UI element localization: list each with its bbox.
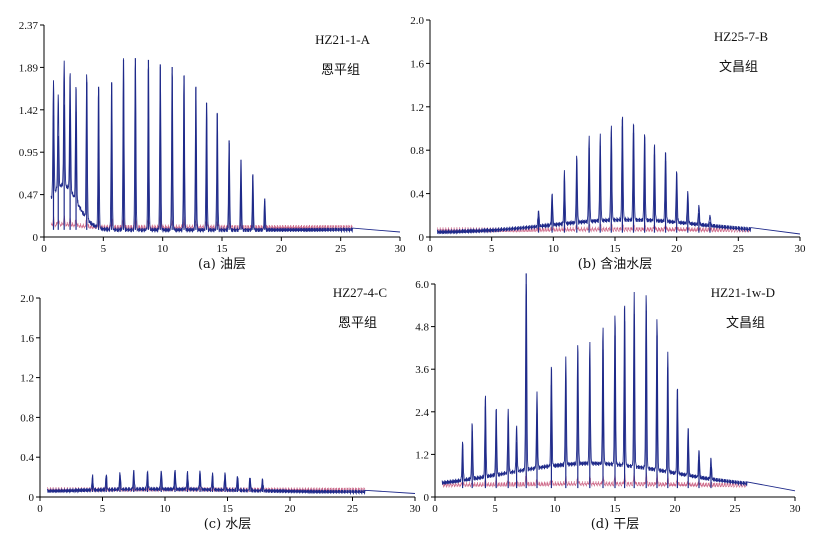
y-tick-label: 4.8 (415, 322, 429, 334)
y-tick-label: 0 (419, 232, 425, 244)
panel-caption: (d) 干层 (591, 517, 640, 532)
y-tick-label: 3.6 (415, 364, 429, 376)
x-tick-label: 0 (427, 243, 433, 255)
sample-id-label: HZ25-7-B (714, 29, 768, 44)
x-tick-label: 0 (432, 503, 438, 515)
x-tick-label: 25 (730, 503, 742, 515)
chromatogram-trace (47, 469, 416, 496)
x-tick-label: 0 (41, 243, 47, 255)
x-tick-label: 5 (492, 503, 498, 515)
y-tick-label: 0.8 (20, 412, 34, 424)
panel-caption: (a) 油层 (198, 257, 246, 272)
x-tick-label: 15 (222, 503, 234, 515)
x-tick-label: 30 (790, 503, 802, 515)
x-tick-label: 25 (347, 503, 359, 515)
y-tick-label: 2.0 (20, 293, 34, 305)
chromatogram-trace (50, 58, 401, 234)
y-tick-label: 0.8 (410, 145, 424, 157)
x-tick-label: 5 (100, 503, 106, 515)
y-tick-label: 0.4 (20, 452, 34, 464)
sample-id-label: HZ27-4-C (333, 285, 387, 300)
y-tick-label: 1.42 (19, 105, 38, 117)
y-tick-label: 2.4 (415, 407, 429, 419)
x-tick-label: 25 (335, 243, 347, 255)
formation-label: 文昌组 (726, 315, 765, 330)
x-tick-label: 20 (670, 503, 682, 515)
y-tick-label: 1.2 (410, 102, 424, 114)
y-tick-label: 0 (33, 232, 39, 244)
sample-id-label: HZ21-1-A (315, 32, 370, 47)
panel-caption: (b) 含油水层 (578, 256, 653, 272)
y-tick-label: 1.6 (20, 333, 34, 345)
x-tick-label: 15 (610, 243, 622, 255)
chromatogram-trace (441, 283, 796, 492)
y-tick-label: 1.6 (410, 58, 424, 70)
reference-trace (441, 469, 748, 489)
y-tick-label: 2.0 (410, 15, 424, 27)
y-tick-label: 0.47 (19, 190, 39, 202)
x-tick-label: 10 (157, 243, 169, 255)
y-tick-label: 1.2 (20, 373, 34, 385)
x-tick-label: 15 (217, 243, 229, 255)
y-tick-label: 1.2 (415, 449, 429, 461)
x-tick-label: 25 (733, 243, 745, 255)
x-tick-label: 10 (160, 503, 172, 515)
y-tick-label: 0 (29, 492, 35, 504)
y-tick-label: 0 (424, 492, 430, 504)
chromatogram-trace (436, 116, 801, 235)
x-tick-label: 15 (610, 503, 622, 515)
x-tick-label: 30 (395, 243, 407, 255)
panel-caption: (c) 水层 (204, 517, 252, 532)
formation-label: 文昌组 (719, 59, 758, 74)
y-tick-label: 0.95 (19, 147, 39, 159)
x-tick-label: 30 (410, 503, 422, 515)
x-tick-label: 20 (285, 503, 297, 515)
y-tick-label: 6.0 (415, 279, 429, 291)
y-tick-label: 1.89 (19, 62, 39, 74)
x-tick-label: 20 (276, 243, 288, 255)
chart-panel-3: 0 5 10 15 20 25 30 0 0.4 0.8 1.2 1.6 2.0 HZ27-4-C 恩平组 (… (20, 285, 421, 532)
chart-panel-4: 0 5 10 15 20 25 30 0 1.2 2.4 3.6 4.8 6.0 HZ21-1w-D 文昌组… (415, 273, 801, 532)
x-tick-label: 5 (489, 243, 495, 255)
x-tick-label: 10 (550, 503, 562, 515)
formation-label: 恩平组 (338, 315, 377, 330)
y-tick-label: 0.4 (410, 189, 424, 201)
y-tick-label: 2.37 (19, 20, 39, 32)
x-tick-label: 20 (671, 243, 683, 255)
x-tick-label: 0 (37, 503, 43, 515)
x-tick-label: 5 (101, 243, 107, 255)
chart-panel-2: 0 5 10 15 20 25 30 0 0.4 0.8 1.2 1.6 2.0 HZ25-7-B 文昌组 (… (410, 15, 806, 272)
x-tick-label: 30 (795, 243, 807, 255)
sample-id-label: HZ21-1w-D (711, 285, 775, 300)
formation-label: 恩平组 (321, 62, 360, 77)
x-tick-label: 10 (548, 243, 560, 255)
chart-panel-1: 0 5 10 15 20 25 30 0 0.47 0.95 1.42 1.89 2.37 HZ21-1-… (19, 20, 406, 272)
